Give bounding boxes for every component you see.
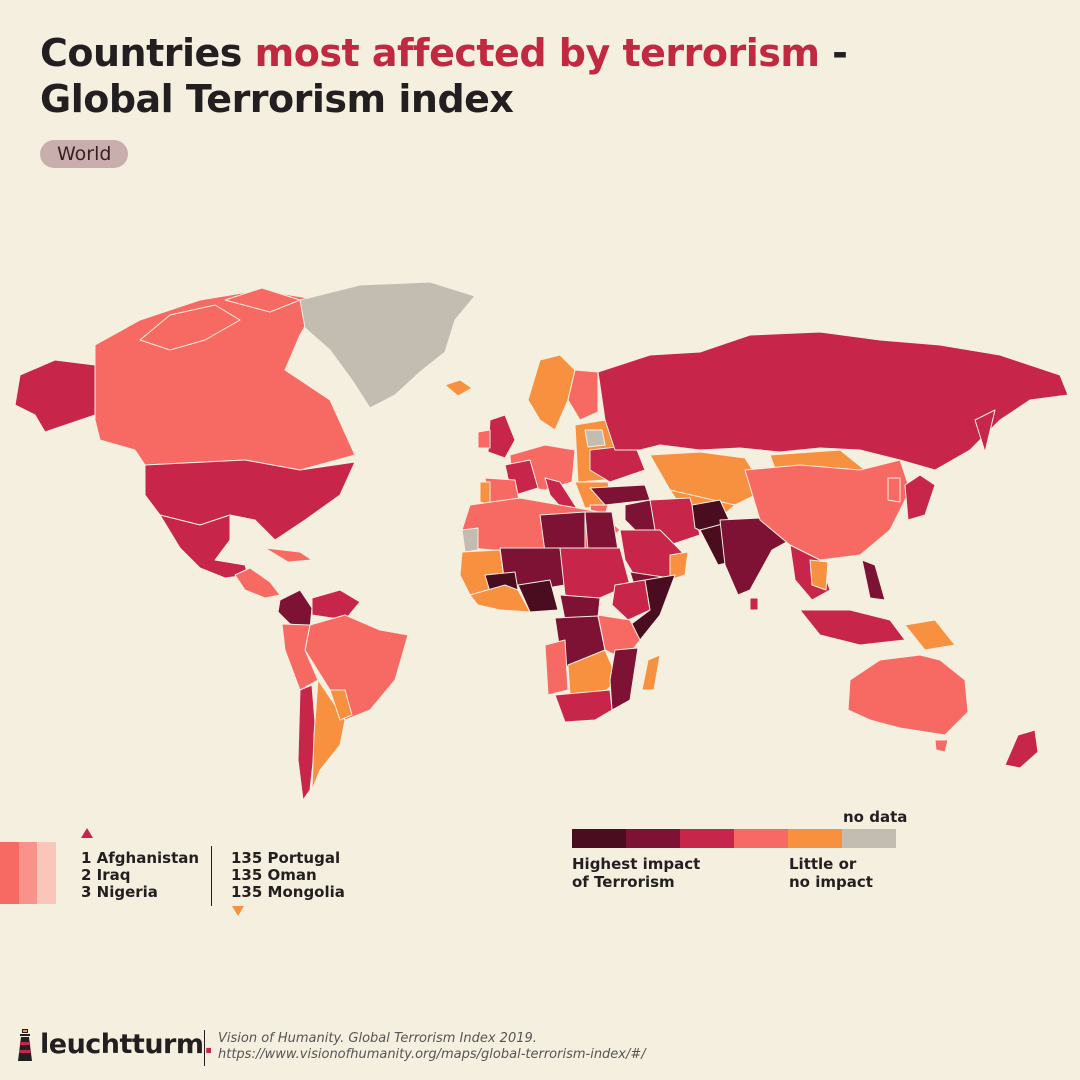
region-south-africa bbox=[554, 689, 613, 723]
legend-swatch bbox=[680, 829, 734, 848]
title-highlight: most affected by terrorism bbox=[254, 31, 820, 75]
region-ireland bbox=[477, 429, 491, 449]
region-madagascar bbox=[641, 654, 661, 691]
source-divider bbox=[204, 1030, 205, 1066]
region-tasmania bbox=[934, 739, 949, 753]
region-chile bbox=[297, 684, 317, 801]
region-oman bbox=[669, 551, 689, 581]
region-chad-sudan bbox=[559, 547, 631, 601]
rank-entry: 3 Nigeria bbox=[81, 883, 158, 901]
title-part-2: - bbox=[819, 31, 848, 75]
region-belarus bbox=[584, 429, 606, 448]
brand-logo: leuchtturm. bbox=[14, 1025, 214, 1063]
region-new-zealand bbox=[1004, 729, 1039, 769]
region-west-coast bbox=[469, 584, 531, 613]
rank-entry: 1 Afghanistan bbox=[81, 849, 200, 867]
region-scandinavia bbox=[527, 354, 576, 431]
world-map bbox=[14, 281, 1069, 801]
region-japan bbox=[904, 474, 936, 521]
legend-swatch bbox=[788, 829, 842, 848]
legend-no-data-label: no data bbox=[843, 808, 908, 826]
triangle-up-icon bbox=[81, 828, 93, 838]
region-australia bbox=[847, 654, 969, 736]
legend-swatch bbox=[842, 829, 896, 848]
region-egypt bbox=[584, 511, 619, 551]
brand-dot: . bbox=[203, 1028, 214, 1060]
region-china bbox=[744, 459, 911, 561]
region-colombia bbox=[277, 589, 313, 629]
region-central-america bbox=[234, 567, 281, 599]
region-png bbox=[904, 619, 956, 651]
region-philippines bbox=[861, 559, 886, 601]
region-ethiopia bbox=[611, 579, 651, 621]
title-part-1: Countries bbox=[40, 31, 255, 75]
rank-entry: 135 Portugal bbox=[231, 849, 341, 867]
region-angola bbox=[544, 639, 569, 696]
rank-color-bars bbox=[0, 842, 57, 904]
region-nigeria bbox=[517, 579, 559, 613]
region-sri-lanka bbox=[749, 597, 759, 611]
page-title: Countries most affected by terrorism - G… bbox=[40, 30, 848, 122]
legend-color-scale bbox=[572, 829, 896, 848]
region-mexico bbox=[159, 514, 249, 579]
region-chip[interactable]: World bbox=[40, 140, 129, 168]
region-iceland bbox=[444, 379, 473, 397]
legend-swatch bbox=[572, 829, 626, 848]
source-line-1: Vision of Humanity. Global Terrorism Ind… bbox=[218, 1031, 537, 1046]
region-brazil bbox=[304, 614, 409, 721]
region-alaska bbox=[14, 359, 96, 433]
brand-name: leuchtturm bbox=[40, 1028, 204, 1060]
rank-entry: 135 Mongolia bbox=[231, 883, 345, 901]
legend-swatch bbox=[626, 829, 680, 848]
rank-entry: 135 Oman bbox=[231, 866, 317, 884]
region-libya bbox=[539, 511, 586, 553]
region-argentina bbox=[311, 679, 346, 791]
region-caribbean bbox=[264, 547, 313, 563]
lighthouse-icon bbox=[18, 1029, 32, 1061]
rank-entry: 2 Iraq bbox=[81, 866, 131, 884]
region-kamchatka bbox=[974, 409, 996, 453]
region-thailand bbox=[809, 559, 829, 591]
region-korea bbox=[887, 477, 901, 503]
rank-bar bbox=[18, 842, 38, 904]
legend-swatch bbox=[734, 829, 788, 848]
rank-bar bbox=[37, 842, 57, 904]
title-line-2: Global Terrorism index bbox=[40, 77, 514, 121]
rank-bar bbox=[0, 842, 19, 904]
region-greenland bbox=[299, 281, 476, 409]
ranking-divider bbox=[211, 846, 212, 906]
region-portugal bbox=[479, 481, 491, 506]
region-paraguay bbox=[329, 689, 353, 721]
region-western-sahara bbox=[461, 527, 479, 553]
region-venezuela bbox=[311, 589, 361, 621]
region-mozambique bbox=[609, 647, 639, 711]
legend-low-label: Little or no impact bbox=[789, 855, 873, 891]
legend-high-label: Highest impact of Terrorism bbox=[572, 855, 701, 891]
region-uk bbox=[487, 414, 516, 459]
triangle-down-icon bbox=[232, 906, 244, 916]
source-citation: Vision of Humanity. Global Terrorism Ind… bbox=[218, 1031, 646, 1063]
top-ranking-list: 1 Afghanistan 2 Iraq 3 Nigeria bbox=[81, 850, 199, 901]
region-indonesia bbox=[799, 609, 906, 646]
region-finland bbox=[567, 369, 599, 421]
region-russia bbox=[597, 331, 1069, 471]
bottom-ranking-list: 135 Portugal 135 Oman 135 Mongolia bbox=[231, 850, 345, 901]
source-link[interactable]: https://www.visionofhumanity.org/maps/gl… bbox=[218, 1047, 646, 1062]
